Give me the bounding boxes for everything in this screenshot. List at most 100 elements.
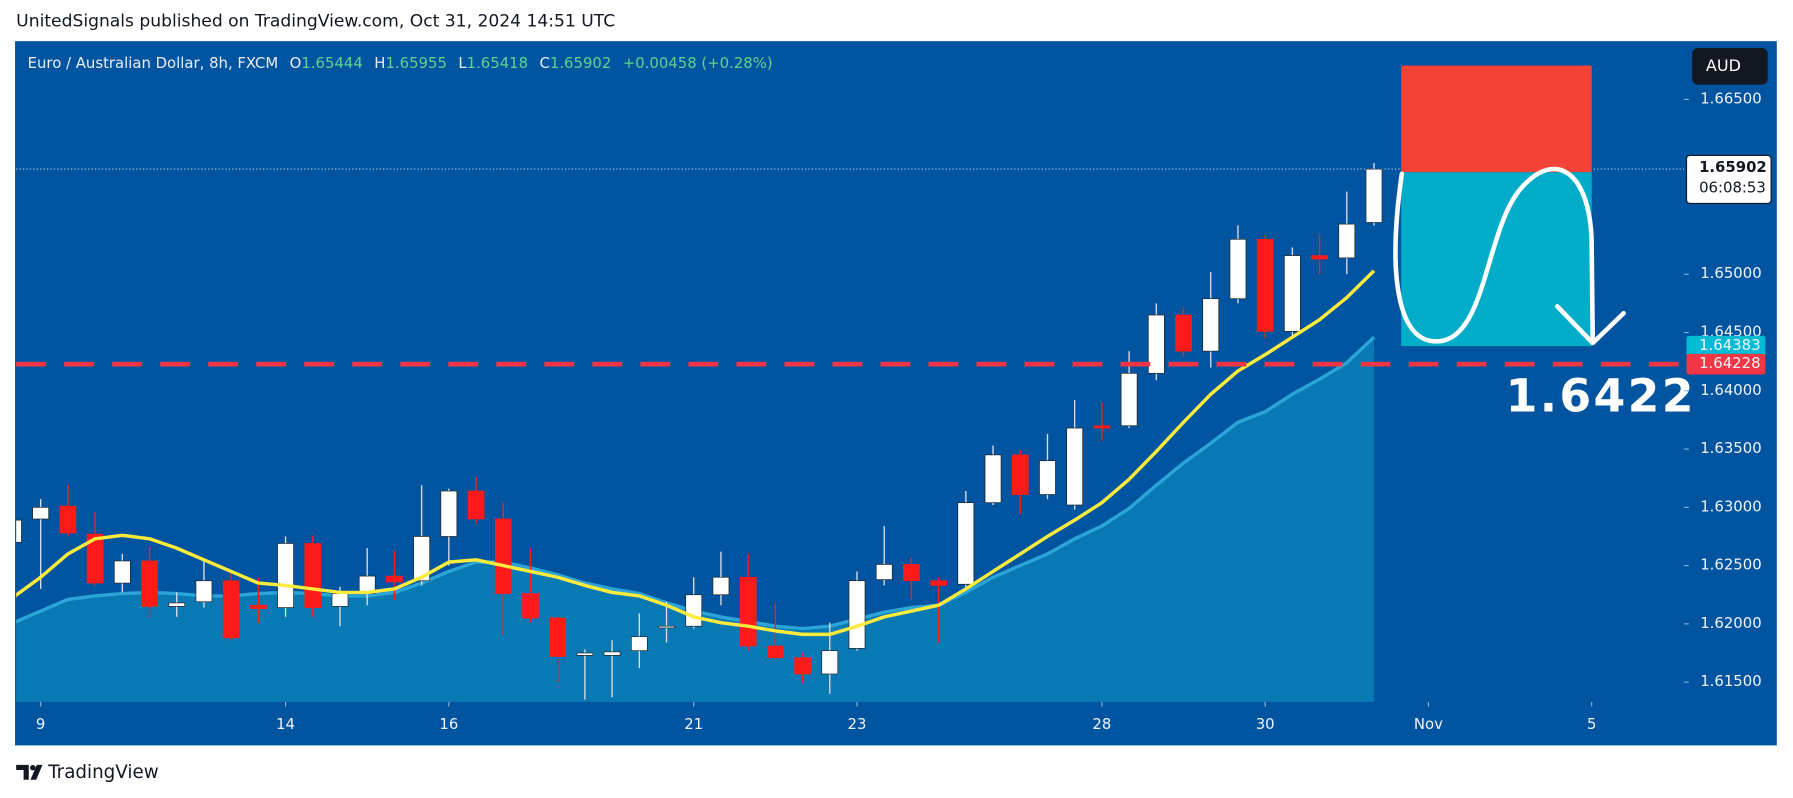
- legend: Euro / Australian Dollar, 8h, FXCM O1.654…: [28, 54, 773, 72]
- tradingview-logo: [16, 764, 43, 780]
- last-price-box: [1685, 154, 1772, 204]
- y-tick-label: 1.65000: [1700, 264, 1761, 282]
- last-price: 1.65902: [1699, 158, 1767, 176]
- change: +0.00458 (+0.28%): [623, 54, 773, 72]
- overlay: 1.64221.665001.645001.650001.640001.6350…: [16, 65, 1772, 733]
- ma-line: [16, 269, 1376, 637]
- y-tick-label: 1.61500: [1700, 672, 1761, 690]
- stop-zone: [1401, 65, 1592, 173]
- x-tick-label: 9: [36, 715, 45, 733]
- candle-body: [685, 594, 703, 627]
- candle-body: [1039, 460, 1056, 495]
- ohlc-value: 1.65418: [467, 54, 528, 72]
- y-tick-label: 1.62500: [1700, 556, 1761, 574]
- candle-body: [1202, 298, 1220, 352]
- candle-body: [467, 490, 485, 520]
- x-tick-label: 30: [1256, 715, 1275, 733]
- candle-body: [576, 652, 594, 656]
- candle-body: [658, 625, 675, 629]
- x-tick-label: 21: [684, 715, 703, 733]
- candle-body: [1011, 454, 1029, 495]
- plot-area: [16, 162, 1685, 702]
- price-label-box: [1686, 353, 1766, 375]
- annotation: 1.6422: [1506, 370, 1696, 423]
- footer-brand: TradingView: [47, 762, 159, 783]
- ma-area: [16, 337, 1375, 702]
- candle-body: [712, 576, 730, 596]
- candle-body: [304, 543, 322, 608]
- currency-label[interactable]: AUD: [1706, 56, 1741, 75]
- candle-body: [141, 560, 158, 607]
- symbol: Euro / Australian Dollar, 8h, FXCM: [28, 54, 279, 72]
- ohlc-value: 1.65955: [385, 54, 446, 72]
- x-tick-label: 23: [848, 715, 867, 733]
- ohlc-key: H: [374, 54, 385, 72]
- ohlc-key: O: [290, 54, 302, 72]
- candle-body: [250, 604, 267, 610]
- candle-body: [1365, 168, 1383, 223]
- x-tick-label: 16: [439, 715, 458, 733]
- bar-countdown: 06:08:53: [1699, 179, 1766, 197]
- candle-body: [848, 580, 866, 649]
- publish-header: UnitedSignals published on TradingView.c…: [16, 12, 615, 32]
- candle-body: [903, 564, 920, 582]
- candle-body: [195, 580, 213, 603]
- candle-body: [1066, 427, 1084, 506]
- candle-body: [331, 593, 349, 607]
- candle-body: [767, 645, 784, 659]
- candle-body: [1229, 238, 1247, 300]
- ohlc-key: C: [540, 54, 550, 72]
- candle-body: [1175, 314, 1192, 352]
- candle-body: [16, 519, 22, 543]
- drawn-arrow: [1393, 166, 1596, 344]
- candle-body: [984, 454, 1002, 504]
- candle-body: [168, 602, 186, 607]
- candle-body: [1147, 314, 1165, 374]
- y-tick-label: 1.62000: [1700, 614, 1761, 632]
- y-tick-label: 1.63000: [1700, 497, 1761, 515]
- ohlc-value: 1.65902: [550, 54, 611, 72]
- price-label: 1.64228: [1699, 354, 1760, 372]
- candle-body: [59, 505, 77, 534]
- candle-body: [1284, 255, 1301, 332]
- candle-body: [957, 502, 975, 585]
- candle-body: [1120, 372, 1138, 427]
- price-label: 1.64383: [1699, 336, 1760, 354]
- x-tick-label: 28: [1092, 715, 1111, 733]
- ohlc-key: L: [458, 54, 467, 72]
- y-tick-label: 1.63500: [1700, 439, 1761, 457]
- candle-body: [875, 564, 893, 580]
- candle-body: [1311, 255, 1328, 260]
- x-tick-label: Nov: [1414, 715, 1443, 733]
- price-label-box: [1686, 335, 1766, 357]
- drawn-arrow-head: [1555, 304, 1626, 346]
- candle-body: [930, 580, 947, 586]
- candle-body: [739, 576, 757, 647]
- candle-body: [549, 617, 567, 657]
- y-tick-label: 1.66500: [1700, 89, 1761, 107]
- candle-body: [413, 536, 430, 582]
- target-zone: [1401, 172, 1592, 347]
- candle-body: [1093, 425, 1111, 429]
- candle-body: [821, 650, 839, 675]
- candle-body: [1256, 238, 1274, 332]
- x-tick-label: 5: [1587, 715, 1596, 733]
- candle-body: [86, 533, 104, 584]
- candle-body: [222, 580, 240, 639]
- candle-body: [630, 636, 648, 652]
- candle-body: [603, 651, 621, 656]
- candle-body: [386, 575, 403, 583]
- candle-body: [522, 593, 539, 619]
- y-tick-label: 1.64000: [1700, 381, 1761, 399]
- candle-body: [494, 518, 512, 594]
- candle-body: [277, 543, 294, 608]
- currency-button[interactable]: [1692, 48, 1768, 85]
- x-tick-label: 14: [276, 715, 295, 733]
- candle-body: [1338, 223, 1356, 259]
- candle-body: [440, 490, 458, 537]
- candle-body: [32, 506, 50, 520]
- candle-body: [113, 560, 131, 584]
- candle-body: [794, 657, 811, 675]
- ohlc-value: 1.65444: [301, 54, 362, 72]
